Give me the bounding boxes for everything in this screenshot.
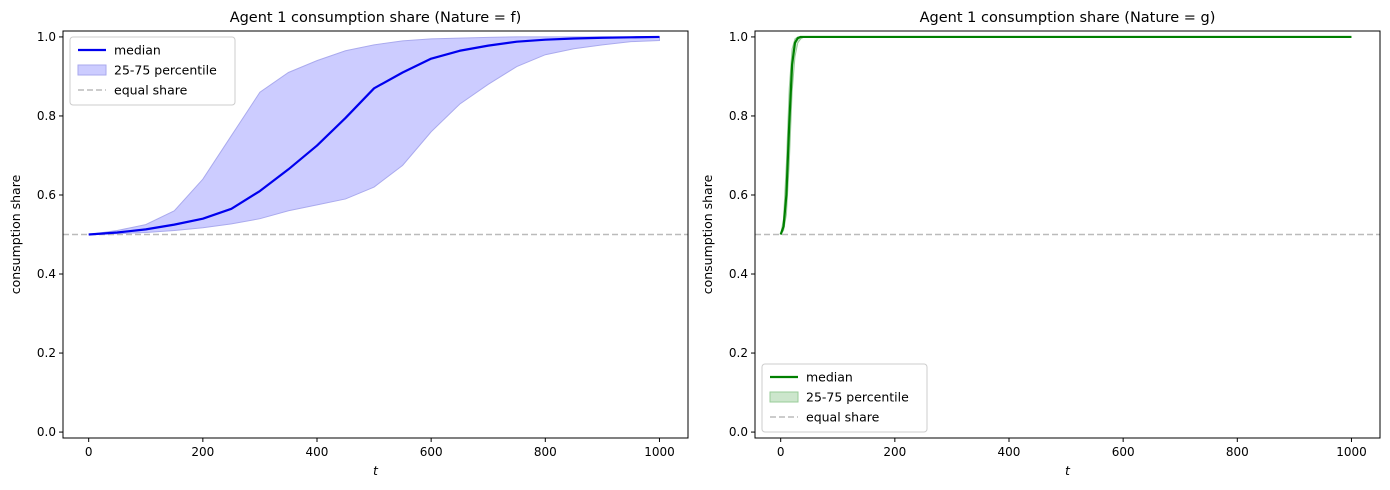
legend-entry: 25-75 percentile [114, 63, 217, 78]
y-tick-label: 0.2 [37, 346, 56, 360]
x-axis-label: t [1065, 463, 1071, 478]
y-tick-label: 0.2 [729, 346, 748, 360]
legend-entry: 25-75 percentile [806, 390, 909, 405]
x-tick-label: 600 [420, 445, 443, 459]
y-axis-label: consumption share [700, 174, 715, 294]
legend-entry: median [114, 43, 161, 58]
y-tick-label: 1.0 [37, 30, 56, 44]
y-tick-label: 0.0 [37, 425, 56, 439]
y-tick-label: 0.0 [729, 425, 748, 439]
chart-title: Agent 1 consumption share (Nature = g) [920, 10, 1216, 26]
axes-frame [62, 30, 689, 439]
x-tick-label: 200 [883, 445, 906, 459]
chart-title: Agent 1 consumption share (Nature = f) [230, 10, 522, 26]
x-tick-label: 0 [777, 445, 785, 459]
x-tick-label: 400 [306, 445, 329, 459]
y-tick-label: 0.8 [37, 109, 56, 123]
plot-area [755, 35, 1380, 236]
y-tick-label: 0.6 [37, 188, 56, 202]
legend: median 25-75 percentile equal share [69, 36, 236, 106]
x-tick-label: 200 [191, 445, 214, 459]
y-tick-label: 1.0 [729, 30, 748, 44]
y-tick-label: 0.4 [729, 267, 748, 281]
y-tick-label: 0.6 [729, 188, 748, 202]
chart-panel-2: 0 200 400 600 800 1000 0.0 0.2 0.4 0.6 0.8 1.0 Agent… [700, 10, 1381, 478]
x-tick-label: 800 [1226, 445, 1249, 459]
x-tick-label: 600 [1112, 445, 1135, 459]
percentile-band [780, 36, 1352, 235]
x-tick-label: 0 [85, 445, 93, 459]
x-tick-label: 1000 [644, 445, 675, 459]
x-tick-label: 400 [998, 445, 1021, 459]
x-tick-label: 800 [534, 445, 557, 459]
legend-band-swatch [769, 391, 799, 403]
y-tick-label: 0.4 [37, 267, 56, 281]
legend-entry: equal share [806, 410, 880, 425]
legend-entry: median [806, 370, 853, 385]
y-axis-label: consumption share [8, 174, 23, 294]
plot-area [63, 35, 688, 236]
median-line [88, 35, 660, 236]
axes-frame [754, 30, 1381, 439]
percentile-band [88, 36, 660, 235]
legend-band-swatch [77, 64, 107, 76]
y-tick-label: 0.8 [729, 109, 748, 123]
legend-entry: equal share [114, 83, 188, 98]
x-tick-label: 1000 [1336, 445, 1367, 459]
median-line [779, 35, 1352, 235]
x-axis-label: t [373, 463, 379, 478]
legend-box [761, 363, 928, 433]
legend-box [69, 36, 236, 106]
legend: median 25-75 percentile equal share [761, 363, 928, 433]
chart-panel-1: 0 200 400 600 800 1000 0.0 0.2 0.4 0.6 0.8 1.0 Agent… [8, 10, 689, 478]
